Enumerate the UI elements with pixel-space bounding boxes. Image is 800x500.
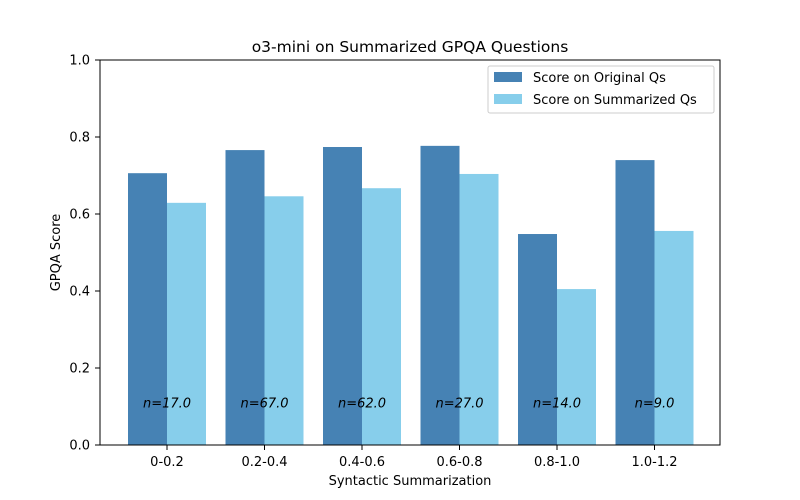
x-tick-label: 0.8-1.0 [534, 455, 580, 470]
sample-size-label: n=62.0 [338, 397, 386, 412]
bar-original-0.4-0.6 [323, 147, 362, 445]
sample-size-label: n=17.0 [143, 397, 191, 412]
legend-label-original: Score on Original Qs [533, 71, 666, 86]
legend-label-summarized: Score on Summarized Qs [533, 93, 697, 108]
x-tick-label: 0.6-0.8 [436, 455, 482, 470]
bar-original-0.8-1.0 [518, 234, 557, 445]
y-axis-title: GPQA Score [49, 214, 64, 292]
bar-summarized-0.4-0.6 [362, 188, 401, 445]
bar-summarized-0.6-0.8 [459, 173, 499, 445]
x-axis-title: Syntactic Summarization [329, 474, 492, 489]
legend-box [487, 65, 715, 114]
y-tick-label: 0.8 [69, 131, 90, 146]
y-tick-label: 0.0 [69, 439, 90, 454]
bar-summarized-1.0-1.2 [654, 230, 694, 445]
sample-size-label: n=9.0 [635, 397, 675, 412]
chart-title: o3-mini on Summarized GPQA Questions [252, 38, 569, 56]
x-tick-label: 0.2-0.4 [241, 455, 287, 470]
x-tick-label: 0.4-0.6 [339, 455, 385, 470]
annotations-layer: n=17.0 n=67.0 n=62.0 n=27.0 n=14.0 n=9.0 [143, 397, 674, 412]
y-tick-label: 0.6 [69, 208, 90, 223]
y-tick-label: 0.2 [69, 362, 90, 377]
legend: Score on Original Qs Score on Summarized… [487, 65, 715, 114]
bar-summarized-0-0.2 [167, 202, 206, 445]
bar-original-0-0.2 [128, 173, 167, 445]
sample-size-label: n=27.0 [435, 397, 483, 412]
bar-summarized-0.2-0.4 [264, 196, 304, 445]
sample-size-label: n=67.0 [240, 397, 288, 412]
bar-summarized-0.8-1.0 [557, 289, 596, 445]
y-tick-label: 0.4 [69, 285, 90, 300]
bar-original-0.2-0.4 [225, 150, 265, 445]
x-tick-label: 1.0-1.2 [631, 455, 677, 470]
x-axis: 0-0.2 0.2-0.4 0.4-0.6 0.6-0.8 0.8-1.0 1.0-1.2 [150, 445, 678, 470]
y-axis: 0.0 0.2 0.4 0.6 0.8 1.0 [69, 54, 100, 454]
legend-swatch-summarized [494, 94, 522, 104]
legend-swatch-original [494, 72, 522, 82]
y-tick-label: 1.0 [69, 54, 90, 69]
bars-layer [128, 145, 694, 446]
plot-frame [99, 59, 721, 446]
bar-original-0.6-0.8 [420, 145, 460, 446]
bar-original-1.0-1.2 [615, 160, 655, 445]
x-tick-label: 0-0.2 [150, 455, 184, 470]
sample-size-label: n=14.0 [533, 397, 581, 412]
